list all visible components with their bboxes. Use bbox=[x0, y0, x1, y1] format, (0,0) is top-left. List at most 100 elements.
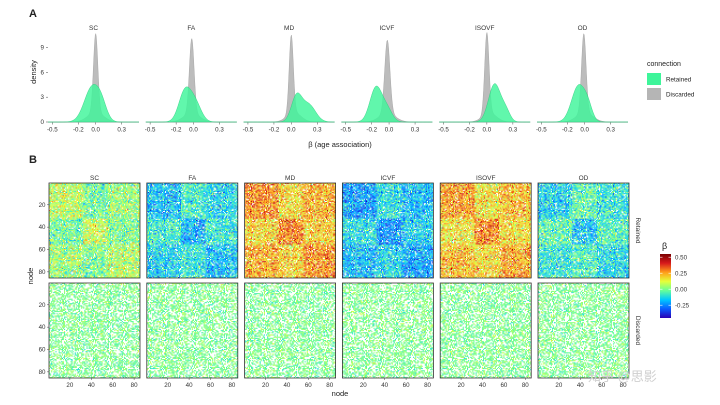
heatmap-cell bbox=[123, 194, 124, 195]
heatmap-cell bbox=[74, 185, 75, 186]
facet-strip-icvf: ICVF bbox=[379, 25, 394, 32]
heatmap-cell bbox=[50, 198, 51, 199]
heatmap-cell bbox=[109, 187, 110, 188]
heatmap-cell bbox=[90, 201, 91, 202]
heatmap-cell bbox=[96, 199, 97, 200]
heatmap-cell bbox=[90, 184, 91, 185]
heatmap-cell bbox=[110, 187, 111, 188]
heatmap-cell bbox=[62, 208, 63, 209]
heatmap-cell bbox=[119, 200, 120, 201]
heatmap-cell bbox=[64, 184, 65, 185]
heatmap-cell bbox=[94, 206, 95, 207]
heatmap-cell bbox=[56, 204, 57, 205]
heatmap-cell bbox=[51, 208, 52, 209]
heatmap-cell bbox=[97, 189, 98, 190]
legend-label-discarded: Discarded bbox=[666, 92, 695, 99]
heatmap-cell bbox=[105, 200, 106, 201]
heatmap-cell bbox=[90, 206, 91, 207]
heatmap-cell bbox=[71, 193, 72, 194]
heatmap-cell bbox=[85, 189, 86, 190]
heatmap-cell bbox=[127, 205, 128, 206]
heatmap-cell bbox=[79, 203, 80, 204]
heatmap-cell bbox=[60, 202, 61, 203]
heatmap-cell bbox=[115, 198, 116, 199]
heatmap-cell bbox=[70, 185, 71, 186]
heatmap-cell bbox=[93, 206, 94, 207]
heatmap-cell bbox=[127, 202, 128, 203]
heatmap-cell bbox=[80, 205, 81, 206]
heatmap-cell bbox=[80, 187, 81, 188]
heatmap-cell bbox=[109, 189, 110, 190]
heatmap-cell bbox=[105, 208, 106, 209]
heatmap-cell bbox=[120, 208, 121, 209]
heatmap-cell bbox=[105, 191, 106, 192]
heatmap-cell bbox=[62, 184, 63, 185]
heatmap-cell bbox=[108, 191, 109, 192]
heatmap-cell bbox=[64, 203, 65, 204]
heatmap-cell bbox=[99, 209, 100, 210]
heatmap-cell bbox=[73, 198, 74, 199]
heatmap-cell bbox=[131, 195, 132, 196]
heatmap-cell bbox=[119, 184, 120, 185]
heatmap-cell bbox=[55, 190, 56, 191]
heatmap-cell bbox=[127, 185, 128, 186]
heatmap-cell bbox=[106, 200, 107, 201]
heatmap-cell bbox=[135, 208, 136, 209]
heatmap-cell bbox=[78, 205, 79, 206]
heatmap-cell bbox=[51, 191, 52, 192]
heatmap-cell bbox=[69, 198, 70, 199]
heatmap-cell bbox=[127, 190, 128, 191]
heatmap-cell bbox=[83, 194, 84, 195]
heatmap-cell bbox=[112, 191, 113, 192]
heatmap-cell bbox=[118, 204, 119, 205]
heatmap-cell bbox=[115, 191, 116, 192]
heatmap-cell bbox=[133, 184, 134, 185]
heatmap-cell bbox=[114, 208, 115, 209]
heatmap-cell bbox=[99, 195, 100, 196]
heatmap-cell bbox=[120, 198, 121, 199]
heatmap-cell bbox=[66, 201, 67, 202]
heatmap-cell bbox=[138, 196, 139, 197]
heatmap-cell bbox=[55, 202, 56, 203]
heatmap-cell bbox=[114, 192, 115, 193]
heatmap-cell bbox=[96, 195, 97, 196]
heatmap-cell bbox=[129, 192, 130, 193]
heatmap-cell bbox=[82, 190, 83, 191]
heatmap-cell bbox=[84, 184, 85, 185]
density-facet-sc: SC0369-0.5 -0.2 0.0 0.3 bbox=[41, 25, 139, 134]
heatmap-cell bbox=[61, 190, 62, 191]
heatmap-cell bbox=[81, 206, 82, 207]
heatmap-cell bbox=[125, 189, 126, 190]
heatmap-cell bbox=[101, 208, 102, 209]
heatmap-cell bbox=[58, 203, 59, 204]
heatmap-cell bbox=[114, 200, 115, 201]
heatmap-cell bbox=[90, 205, 91, 206]
heatmap-cell bbox=[59, 192, 60, 193]
heatmap-cell bbox=[106, 202, 107, 203]
heatmap-cell bbox=[70, 203, 71, 204]
heatmap-cell bbox=[81, 195, 82, 196]
heatmap-cell bbox=[131, 189, 132, 190]
heatmap-cell bbox=[134, 208, 135, 209]
heatmap-cell bbox=[137, 204, 138, 205]
heatmap-cell bbox=[75, 184, 76, 185]
heatmap-cell bbox=[108, 206, 109, 207]
density-curve-isovf-discarded bbox=[439, 33, 530, 123]
heatmap-cell bbox=[136, 193, 137, 194]
heatmap-cell bbox=[62, 189, 63, 190]
heatmap-cell bbox=[124, 190, 125, 191]
heatmap-cell bbox=[112, 202, 113, 203]
heatmap-cell bbox=[94, 185, 95, 186]
heatmap-cell bbox=[100, 191, 101, 192]
heatmap-cell bbox=[52, 205, 53, 206]
facet-strip-fa: FA bbox=[187, 25, 196, 32]
heatmap-cell bbox=[56, 209, 57, 210]
heatmap-cell bbox=[93, 189, 94, 190]
heatmap-cell bbox=[113, 209, 114, 210]
heatmap-cell bbox=[58, 185, 59, 186]
heatmap-cell bbox=[118, 185, 119, 186]
heatmap-cell bbox=[134, 199, 135, 200]
heatmap-cell bbox=[128, 203, 129, 204]
heatmap-cell bbox=[124, 195, 125, 196]
heatmap-cell bbox=[89, 200, 90, 201]
